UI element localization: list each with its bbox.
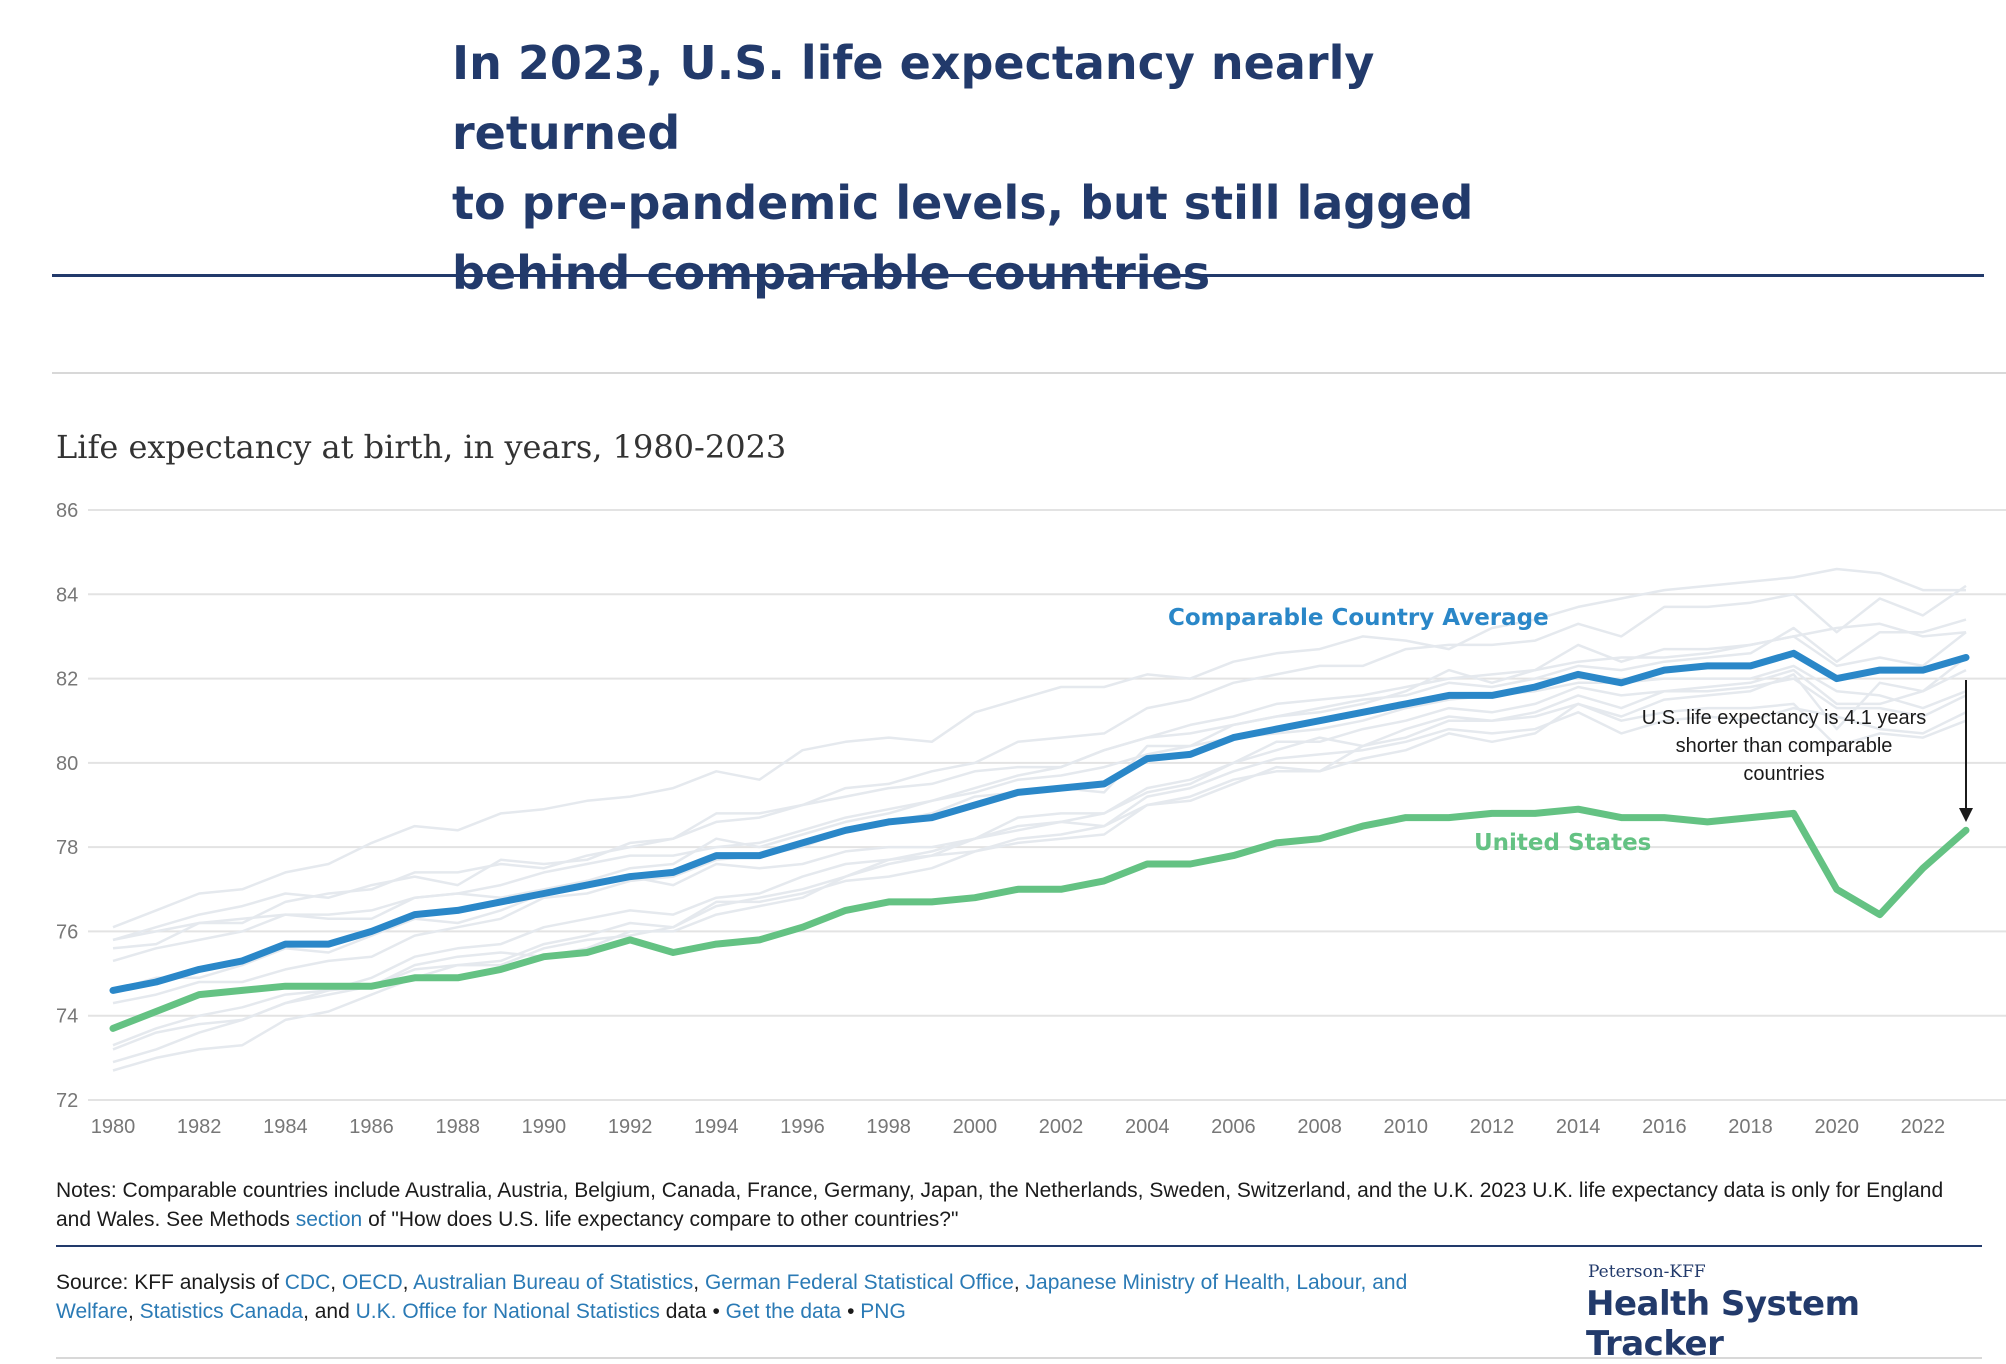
chart-source: Source: KFF analysis of CDC, OECD, Austr… — [56, 1271, 1408, 1323]
country-line-netherlands — [112, 668, 1967, 942]
statcan-link[interactable]: Statistics Canada — [139, 1300, 304, 1323]
x-tick-label: 1990 — [522, 1116, 567, 1138]
x-tick-label: 2004 — [1125, 1116, 1170, 1138]
united-states-label: United States — [1474, 830, 1651, 856]
ons-link[interactable]: U.K. Office for National Statistics — [355, 1300, 660, 1323]
x-tick-label: 2018 — [1728, 1116, 1773, 1138]
annotation-line-3: countries — [1743, 763, 1824, 785]
methods-section-link[interactable]: section — [295, 1208, 363, 1231]
section-divider — [52, 372, 2006, 374]
x-tick-label: 2016 — [1642, 1116, 1687, 1138]
x-tick-label: 1984 — [263, 1116, 308, 1138]
x-tick-label: 2002 — [1039, 1116, 1084, 1138]
country-line-japan — [112, 567, 1966, 929]
x-tick-label: 1988 — [435, 1116, 480, 1138]
x-tick-label: 1992 — [608, 1116, 653, 1138]
headline: In 2023, U.S. life expectancy nearly ret… — [452, 28, 1612, 308]
country-line-switzerland — [112, 584, 1967, 950]
brand-health-system-tracker[interactable]: Health System Tracker — [1586, 1284, 1860, 1364]
headline-line-3: behind comparable countries — [452, 246, 1211, 300]
labels-layer: Comparable Country Average United States U… — [1168, 605, 1973, 856]
headline-line-1: In 2023, U.S. life expectancy nearly ret… — [452, 36, 1375, 160]
annotation-line-1: U.S. life expectancy is 4.1 years — [1642, 707, 1927, 729]
country-line-u-k- — [112, 702, 1967, 1051]
chart-subtitle: Life expectancy at birth, in years, 1980… — [56, 428, 787, 466]
x-tick-label: 1982 — [177, 1116, 222, 1138]
x-tick-label: 1996 — [780, 1116, 825, 1138]
bullet-separator: • — [847, 1300, 855, 1323]
footer-divider — [56, 1357, 1982, 1359]
mhlw-link[interactable]: Japanese Ministry of Health, Labour, and… — [56, 1271, 1408, 1323]
country-line-germany — [112, 706, 1967, 1064]
grid-layer: 72 74 76 78 80 82 84 86 1980 1982 1984 1986 1988 1990… — [56, 500, 2006, 1138]
source-data-word: data — [665, 1300, 707, 1323]
y-tick-label: 86 — [56, 500, 78, 522]
notes-text: Notes: Comparable countries include Aust… — [56, 1179, 1944, 1231]
country-line-belgium — [112, 656, 1967, 1047]
annotation-line-2: shorter than comparable — [1676, 735, 1893, 757]
x-tick-label: 2020 — [1814, 1116, 1859, 1138]
abs-link[interactable]: Australian Bureau of Statistics — [413, 1271, 694, 1294]
life-expectancy-chart: 72 74 76 78 80 82 84 86 1980 1982 1984 1986 1988 1990… — [56, 500, 2006, 1138]
comparable-average-line — [109, 649, 1970, 994]
source-and: and — [314, 1300, 350, 1323]
country-line-australia — [112, 622, 1967, 992]
main-series-lines — [109, 649, 1970, 1032]
x-tick-label: 1998 — [866, 1116, 911, 1138]
x-tick-label: 2012 — [1470, 1116, 1515, 1138]
get-the-data-link[interactable]: Get the data — [725, 1300, 842, 1323]
cdc-link[interactable]: CDC — [284, 1271, 331, 1294]
comparable-average-label: Comparable Country Average — [1168, 605, 1549, 631]
bullet-separator: • — [712, 1300, 720, 1323]
y-tick-label: 84 — [56, 584, 78, 606]
oecd-link[interactable]: OECD — [341, 1271, 403, 1294]
y-tick-label: 74 — [56, 1006, 78, 1028]
x-tick-label: 2000 — [953, 1116, 998, 1138]
source-prefix: Source: KFF analysis of — [56, 1271, 285, 1294]
x-tick-label: 2014 — [1556, 1116, 1601, 1138]
png-link[interactable]: PNG — [860, 1300, 906, 1323]
notes-text-end: of "How does U.S. life expectancy compar… — [362, 1208, 959, 1231]
x-tick-label: 2010 — [1384, 1116, 1429, 1138]
notes-divider — [56, 1245, 1982, 1247]
x-tick-label: 1994 — [694, 1116, 739, 1138]
brand-peterson-kff: Peterson-KFF — [1588, 1262, 1706, 1282]
x-tick-label: 1986 — [349, 1116, 394, 1138]
y-tick-label: 82 — [56, 669, 78, 691]
comparable-countries-lines — [112, 567, 1967, 1072]
y-tick-label: 76 — [56, 921, 78, 943]
annotation-arrow-head — [1959, 808, 1973, 822]
y-tick-label: 80 — [56, 753, 78, 775]
country-line-sweden — [112, 618, 1967, 942]
x-tick-label: 2022 — [1901, 1116, 1946, 1138]
y-tick-label: 72 — [56, 1090, 78, 1112]
x-tick-label: 2008 — [1297, 1116, 1342, 1138]
y-tick-label: 78 — [56, 837, 78, 859]
headline-divider — [52, 274, 1984, 277]
x-tick-label: 1980 — [91, 1116, 136, 1138]
x-tick-label: 2006 — [1211, 1116, 1256, 1138]
destatis-link[interactable]: German Federal Statistical Office — [704, 1271, 1014, 1294]
united-states-line — [109, 805, 1970, 1032]
headline-line-2: to pre-pandemic levels, but still lagged — [452, 176, 1474, 230]
chart-notes: Notes: Comparable countries include Aust… — [56, 1176, 1956, 1234]
